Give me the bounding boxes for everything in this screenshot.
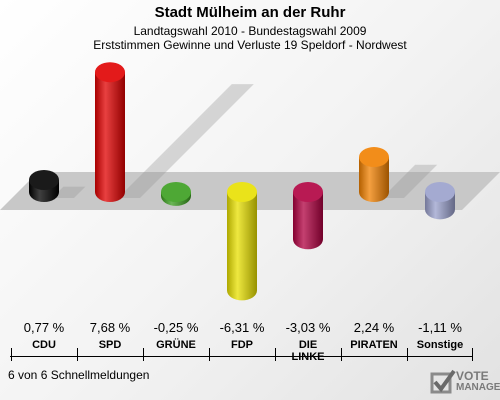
- axis-tick: [472, 348, 473, 361]
- vote-manager-logo: VOTE MANAGER: [430, 368, 500, 400]
- logo-line-2: MANAGER: [456, 382, 500, 393]
- value-label: -0,25 %: [153, 320, 199, 335]
- bar-bottom-cap: [95, 182, 125, 202]
- category-label: FDP: [231, 339, 253, 351]
- axis-tick: [143, 348, 144, 361]
- bar-shadow: [118, 84, 254, 198]
- axis-tick: [77, 348, 78, 361]
- bar-top-cap: [425, 182, 455, 202]
- bar-bottom-cap: [425, 199, 455, 220]
- bar-shadow: [52, 186, 86, 198]
- bar-top-cap: [95, 62, 125, 83]
- bar-top-cap: [359, 147, 389, 168]
- bar-bottom-cap: [227, 280, 257, 301]
- value-label: -1,11 %: [418, 320, 462, 335]
- bar-spd: [95, 62, 125, 202]
- bar-body: [227, 192, 257, 291]
- check-mark-icon: [430, 369, 456, 394]
- bar-shadow: [382, 164, 438, 198]
- bar-top-cap: [227, 182, 257, 202]
- logo-line-1: VOTE: [456, 369, 489, 383]
- bar-grüne: [161, 182, 191, 206]
- bar-bottom-cap: [293, 229, 323, 250]
- value-label: 0,77 %: [23, 320, 65, 335]
- bar-sonstige: [425, 182, 455, 220]
- axis-tick: [209, 348, 210, 361]
- axis-tick: [11, 348, 12, 361]
- category-label: GRÜNE: [156, 339, 196, 351]
- category-label: SPD: [98, 339, 122, 351]
- value-labels: 0,77 % 7,68 % -0,25 % -6,31 % -3,03 % 2,24 % -…: [0, 320, 500, 336]
- category-label: CDU: [32, 339, 56, 351]
- bar-cdu: [29, 169, 59, 202]
- x-axis-line: [10, 356, 473, 357]
- chart-subtitle: Landtagswahl 2010 - Bundestagswahl 2009: [133, 24, 367, 38]
- chart-title: Stadt Mülheim an der Ruhr: [154, 4, 346, 21]
- value-label: 7,68 %: [89, 320, 131, 335]
- bar-top-cap: [29, 169, 59, 190]
- value-label: -6,31 %: [219, 320, 265, 335]
- value-label: 2,24 %: [353, 320, 395, 335]
- category-label: Sonstige: [416, 339, 464, 351]
- bar-fdp: [227, 182, 257, 301]
- axis-tick: [275, 348, 276, 361]
- bar-piraten: [359, 147, 389, 202]
- chart-description: Erststimmen Gewinne und Verluste 19 Spel…: [93, 38, 407, 52]
- bar-top-cap: [161, 182, 191, 202]
- bar-body: [95, 72, 125, 192]
- footer-text: 6 von 6 Schnellmeldungen: [8, 368, 150, 382]
- bar-top-cap: [293, 182, 323, 202]
- category-label: PIRATEN: [350, 339, 398, 351]
- axis-tick: [341, 348, 342, 361]
- value-label: -3,03 %: [285, 320, 331, 335]
- axis-tick: [407, 348, 408, 361]
- bar-die-linke: [293, 182, 323, 250]
- category-label: DIE LINKE: [291, 339, 325, 363]
- bar-bottom-cap: [359, 182, 389, 202]
